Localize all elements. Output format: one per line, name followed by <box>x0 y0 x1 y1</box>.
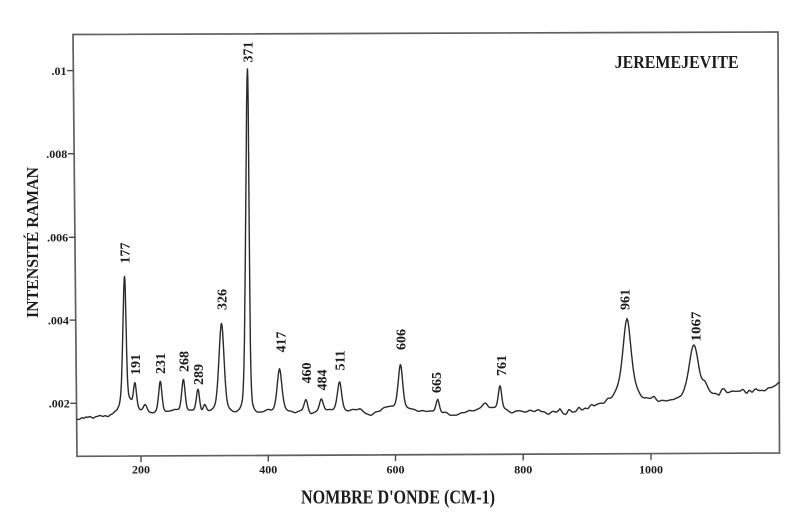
svg-text:1000: 1000 <box>639 463 663 477</box>
svg-text:.004: .004 <box>48 313 69 327</box>
svg-text:371: 371 <box>241 42 256 63</box>
svg-text:.01: .01 <box>52 64 67 78</box>
svg-text:761: 761 <box>495 355 510 376</box>
svg-text:JEREMEJEVITE: JEREMEJEVITE <box>615 52 739 72</box>
svg-text:.008: .008 <box>46 147 67 161</box>
svg-text:1067: 1067 <box>689 312 704 342</box>
svg-text:NOMBRE D'ONDE (CM-1): NOMBRE D'ONDE (CM-1) <box>301 487 495 509</box>
svg-text:.006: .006 <box>47 231 68 245</box>
svg-text:200: 200 <box>132 463 150 477</box>
svg-text:326: 326 <box>215 289 230 310</box>
svg-text:400: 400 <box>259 463 277 477</box>
svg-text:484: 484 <box>315 370 330 391</box>
svg-text:460: 460 <box>300 363 315 384</box>
svg-text:.002: .002 <box>49 397 70 411</box>
svg-text:417: 417 <box>275 332 290 353</box>
svg-text:665: 665 <box>430 372 445 393</box>
svg-text:800: 800 <box>514 463 532 477</box>
svg-text:177: 177 <box>119 243 134 264</box>
svg-text:INTENSITÉ RAMAN: INTENSITÉ RAMAN <box>23 166 42 318</box>
svg-text:600: 600 <box>387 463 405 477</box>
svg-text:606: 606 <box>394 329 409 350</box>
svg-text:191: 191 <box>129 354 144 375</box>
svg-text:289: 289 <box>192 364 207 385</box>
svg-text:231: 231 <box>154 353 169 374</box>
svg-text:268: 268 <box>177 351 192 372</box>
svg-text:961: 961 <box>619 289 634 310</box>
svg-text:511: 511 <box>334 350 349 370</box>
